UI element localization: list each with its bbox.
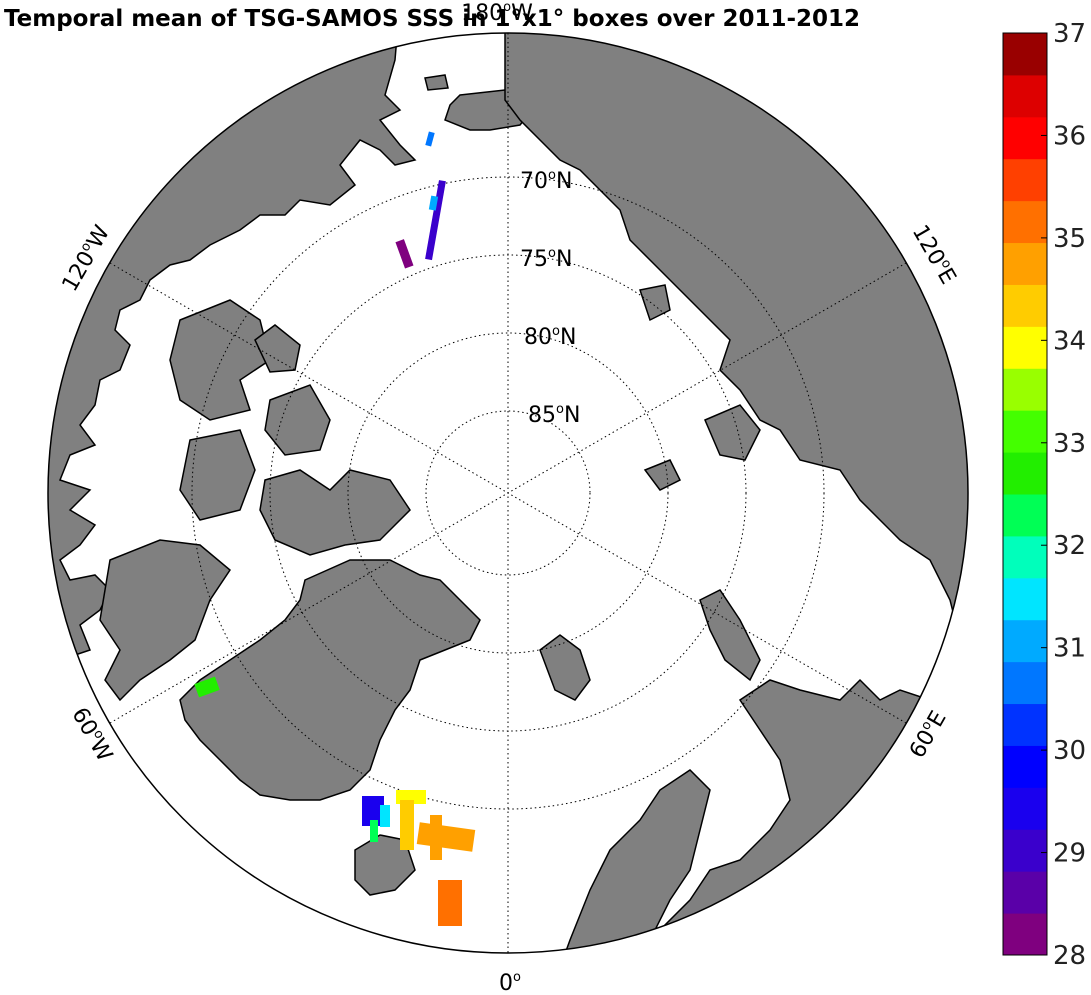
lat-circle-70 (191, 176, 825, 810)
sss-box-denmark-1 (362, 796, 384, 826)
colorbar-swatch (1003, 452, 1047, 495)
colorbar-swatch (1003, 200, 1047, 244)
lat-label-75: 75oN (520, 246, 572, 272)
lat-circle-80 (347, 332, 669, 654)
chart-title: Temporal mean of TSG-SAMOS SSS in 1°x1° … (4, 6, 860, 32)
sss-box-faroe (438, 880, 462, 926)
colorbar-swatch (1003, 368, 1047, 411)
colorbar-frame (1002, 32, 1048, 956)
sss-box-denmark-2 (380, 805, 390, 827)
lat-circle-85 (425, 410, 591, 576)
colorbar-swatch (1003, 158, 1047, 202)
colorbar-swatch (1003, 829, 1047, 872)
archipelago-island-5 (259, 469, 411, 556)
sss-box-iceland-sea-2 (400, 800, 414, 850)
colorbar-swatch (1003, 661, 1047, 705)
sss-box-denmark-3 (370, 820, 378, 842)
colorbar-swatch (1003, 284, 1047, 327)
colorbar-tick-label: 29 (1053, 839, 1086, 869)
colorbar-swatch (1003, 116, 1047, 160)
colorbar-tick-label: 37 (1053, 19, 1086, 49)
greenland-land (179, 559, 481, 801)
colorbar-swatch (1003, 703, 1047, 746)
colorbar-swatch (1003, 745, 1047, 788)
meridian-60w-120e (109, 262, 907, 724)
colorbar-swatch (1003, 494, 1047, 537)
colorbar-tick-label: 30 (1053, 736, 1086, 766)
colorbar-swatch (1003, 326, 1047, 369)
colorbar-swatch (1003, 535, 1047, 579)
colorbar-swatch (1003, 577, 1047, 621)
colorbar-swatch (1003, 787, 1047, 830)
lon-label-180w: 180oW (461, 0, 533, 26)
lat-label-85: 85oN (528, 402, 580, 428)
lat-label-70: 70oN (520, 168, 572, 194)
archipelago-island-3 (264, 384, 331, 456)
colorbar-swatch (1003, 619, 1047, 663)
graticule (109, 33, 907, 953)
baffin-island (99, 539, 231, 702)
colorbar-tick-label: 32 (1053, 531, 1086, 561)
colorbar-swatch (1003, 242, 1047, 285)
franz-josef-land (643, 459, 682, 491)
lat-labels: 70oN 75oN 80oN 85oN (520, 168, 580, 428)
colorbar-ticks: 28 29 30 31 32 33 34 35 36 37 (1041, 19, 1086, 971)
sss-data-boxes (194, 131, 476, 926)
lon-label-0: 0o (499, 970, 521, 995)
colorbar-tick-label: 33 (1053, 429, 1086, 459)
svalbard-land (539, 634, 591, 701)
new-siberian-islands (639, 284, 671, 322)
colorbar-tick-label: 36 (1053, 121, 1086, 151)
severnaya-zemlya-land (704, 404, 761, 461)
sss-box-chukchi-west (395, 239, 414, 269)
colorbar-tick-label: 34 (1053, 326, 1086, 356)
sss-box-norwegian-sea-2 (430, 815, 442, 860)
globe-outline (47, 32, 969, 954)
bering-island (424, 74, 449, 91)
colorbar-tick-label: 28 (1053, 941, 1086, 971)
sss-box-baffin (194, 676, 220, 698)
archipelago-island-2 (254, 324, 301, 373)
colorbar-swatches (1003, 33, 1047, 956)
archipelago-island-4 (179, 429, 256, 521)
archipelago-island-1 (169, 299, 271, 421)
colorbar-swatch (1003, 410, 1047, 453)
sss-box-chukchi-cyan (428, 195, 439, 211)
labrador-land (48, 699, 81, 792)
lat-label-80: 80oN (524, 324, 576, 350)
sss-box-bering (425, 131, 435, 147)
colorbar-swatch (1003, 913, 1047, 956)
colorbar-tick-label: 35 (1053, 224, 1086, 254)
colorbar-swatch (1003, 871, 1047, 914)
colorbar-swatch (1003, 74, 1047, 118)
colorbar-tick-label: 31 (1053, 634, 1086, 664)
colorbar: 28 29 30 31 32 33 34 35 36 37 (1002, 19, 1086, 971)
colorbar-swatch (1003, 33, 1047, 76)
sss-box-chukchi (425, 180, 446, 261)
